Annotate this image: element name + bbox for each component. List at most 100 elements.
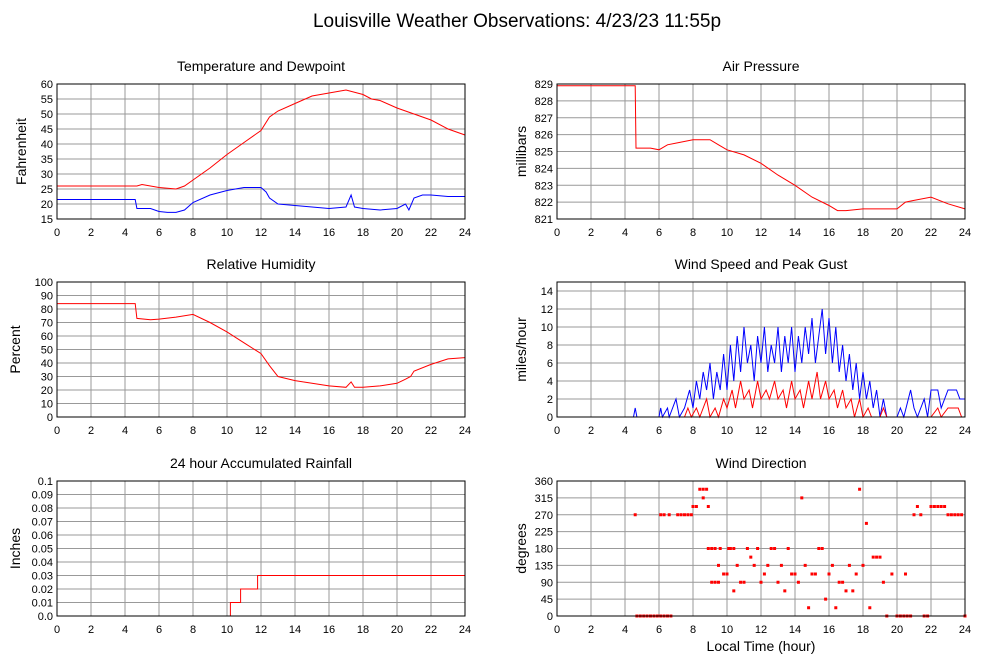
- direction-point: [813, 572, 817, 576]
- direction-point: [858, 487, 862, 491]
- humidity-y-tick-label: 70: [41, 318, 53, 330]
- direction-point: [810, 572, 814, 576]
- pressure-y-tick-label: 827: [535, 113, 553, 125]
- rain-y-tick-label: 0.04: [32, 557, 53, 569]
- direction-y-tick-label: 0: [547, 611, 553, 623]
- pressure-x-tick-label: 16: [823, 227, 835, 239]
- wind-frame: [556, 281, 966, 418]
- temp-y-tick-label: 40: [41, 139, 53, 151]
- direction-y-tick-label: 135: [535, 560, 553, 572]
- direction-point: [713, 547, 717, 550]
- direction-point: [773, 547, 777, 550]
- direction-point: [718, 547, 722, 550]
- pressure-y-tick-label: 829: [535, 79, 553, 91]
- temp-x-tick-label: 16: [323, 227, 335, 239]
- direction-point: [694, 505, 698, 508]
- direction-point: [776, 580, 780, 584]
- direction-point: [953, 513, 957, 517]
- pressure-x-tick-label: 4: [622, 227, 628, 239]
- pressure-x-tick-label: 8: [690, 227, 696, 239]
- pressure-x-tick-label: 10: [721, 227, 733, 239]
- pressure-y-tick-label: 824: [535, 163, 553, 175]
- direction-x-tick-label: 24: [959, 624, 971, 636]
- temp-x-tick-label: 14: [289, 227, 301, 239]
- direction-point: [691, 505, 695, 508]
- wind-x-tick-label: 14: [789, 425, 801, 437]
- direction-point: [779, 563, 783, 567]
- temp-x-tick-label: 24: [459, 227, 471, 239]
- pressure-x-tick-label: 2: [588, 227, 594, 239]
- rain-y-tick-label: 0.09: [32, 490, 53, 502]
- direction-point: [834, 606, 838, 610]
- rain-frame: [56, 480, 466, 617]
- wind-x-tick-label: 2: [588, 425, 594, 437]
- direction-point: [783, 589, 787, 593]
- pressure-x-tick-label: 22: [925, 227, 937, 239]
- humidity-x-tick-label: 4: [122, 425, 128, 437]
- wind-x-tick-label: 20: [891, 425, 903, 437]
- pressure-y-tick-label: 825: [535, 147, 553, 159]
- humidity-y-tick-label: 50: [41, 345, 53, 357]
- humidity-y-tick-label: 10: [41, 399, 53, 411]
- direction-point: [844, 589, 848, 593]
- direction-point: [756, 547, 760, 550]
- wind-x-tick-label: 4: [622, 425, 628, 437]
- direction-x-tick-label: 20: [891, 624, 903, 636]
- rain-x-tick-label: 14: [289, 624, 301, 636]
- rain-title: 24 hour Accumulated Rainfall: [170, 455, 352, 471]
- wind-x-tick-label: 24: [959, 425, 971, 437]
- direction-point: [698, 487, 702, 491]
- humidity-x-tick-label: 8: [190, 425, 196, 437]
- direction-point: [936, 505, 940, 508]
- wind-x-tick-label: 22: [925, 425, 937, 437]
- direction-point: [803, 563, 807, 567]
- humidity-x-tick-label: 20: [391, 425, 403, 437]
- rain-x-tick-label: 20: [391, 624, 403, 636]
- wind-y-tick-label: 14: [541, 286, 553, 298]
- rain-x-tick-label: 0: [54, 624, 60, 636]
- direction-point: [762, 572, 766, 576]
- direction-point: [960, 513, 964, 517]
- direction-point: [752, 563, 756, 567]
- wind-y-tick-label: 0: [547, 412, 553, 424]
- direction-point: [686, 513, 690, 517]
- direction-y-tick-label: 90: [541, 577, 553, 589]
- direction-y-tick-label: 270: [535, 510, 553, 522]
- rain-x-tick-label: 4: [122, 624, 128, 636]
- pressure-series-1-line: [557, 85, 966, 212]
- direction-point: [713, 580, 717, 584]
- direction-point: [875, 555, 879, 559]
- humidity-y-tick-label: 80: [41, 304, 53, 316]
- temp-y-tick-label: 45: [41, 124, 53, 136]
- direction-point: [949, 513, 953, 517]
- humidity-x-tick-label: 22: [425, 425, 437, 437]
- direction-point: [679, 513, 683, 517]
- direction-point: [881, 580, 885, 584]
- rain-y-tick-label: 0.01: [32, 598, 53, 610]
- direction-y-tick-label: 315: [535, 493, 553, 505]
- wind-y-tick-label: 8: [547, 340, 553, 352]
- wind-x-tick-label: 16: [823, 425, 835, 437]
- temp-y-tick-label: 20: [41, 199, 53, 211]
- rain-y-tick-label: 0.08: [32, 503, 53, 515]
- humidity-x-tick-label: 16: [323, 425, 335, 437]
- direction-point: [676, 513, 680, 517]
- rain-x-tick-label: 22: [425, 624, 437, 636]
- wind-y-label: miles/hour: [513, 317, 529, 382]
- direction-x-tick-label: 4: [622, 624, 628, 636]
- rain-x-tick-label: 24: [459, 624, 471, 636]
- direction-point: [790, 572, 794, 576]
- humidity-y-tick-label: 40: [41, 358, 53, 370]
- direction-point: [878, 555, 882, 559]
- humidity-x-tick-label: 14: [289, 425, 301, 437]
- direction-point: [939, 505, 943, 508]
- temp-x-tick-label: 4: [122, 227, 128, 239]
- wind-x-tick-label: 0: [554, 425, 560, 437]
- direction-point: [722, 572, 726, 576]
- temp-x-tick-label: 0: [54, 227, 60, 239]
